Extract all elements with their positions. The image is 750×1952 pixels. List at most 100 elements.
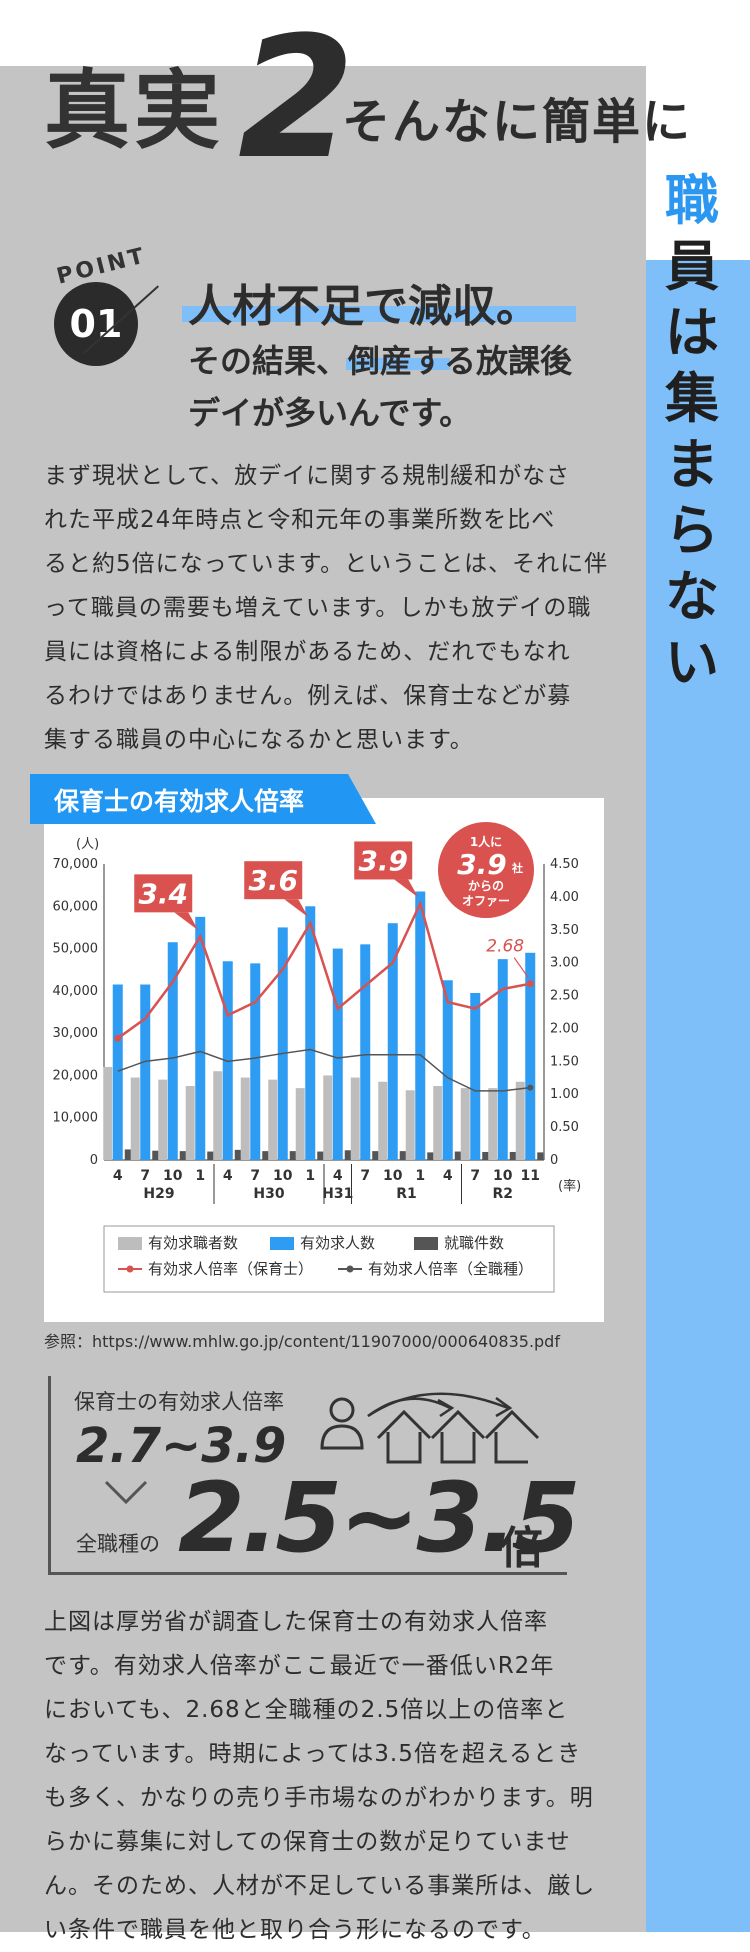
x-tick-label: 1 xyxy=(195,1168,205,1184)
bar-0 xyxy=(130,1077,140,1160)
bar-0 xyxy=(350,1077,360,1160)
x-tick-label: 4 xyxy=(443,1168,453,1184)
bar-2 xyxy=(399,1151,406,1160)
vertical-char: な xyxy=(665,565,719,628)
chart-card: (人) (率) 0 10,000 20,000 30,000 40,000 50,000 60,… xyxy=(44,798,604,1322)
callout-label: 3.9 xyxy=(358,844,408,877)
x-tick-label: 4 xyxy=(113,1168,123,1184)
legend-label: 有効求人倍率（全職種） xyxy=(368,1260,533,1278)
bar-2 xyxy=(482,1151,489,1160)
paragraph-line: らかに募集に対しての保育士の数が足りていませ xyxy=(44,1829,571,1855)
bar-2 xyxy=(537,1152,544,1160)
point-subline-2: デイが多いんです。 xyxy=(188,394,472,432)
vertical-char: 員 xyxy=(665,235,719,298)
vertical-char: 集 xyxy=(665,367,719,430)
right-tick-label: 4.50 xyxy=(550,857,579,872)
badge-line2: からの xyxy=(468,879,504,893)
series-line-1 xyxy=(117,1048,531,1092)
paragraph-line: い条件で職員を他と取り合う形になるのです。 xyxy=(44,1917,546,1943)
callout-pointer xyxy=(284,899,309,918)
x-group-label: H29 xyxy=(143,1186,174,1202)
right-axis-unit: (率) xyxy=(558,1178,581,1194)
callout-label: 3.6 xyxy=(248,864,298,897)
legend-swatch-dot xyxy=(346,1265,354,1273)
bar-2 xyxy=(124,1149,131,1160)
bar-1 xyxy=(332,948,343,1160)
paragraph-line: においても、2.68と全職種の2.5倍以上の倍率と xyxy=(44,1697,569,1723)
x-tick-label: 7 xyxy=(360,1168,370,1184)
bar-0 xyxy=(323,1075,333,1160)
x-group-label: H30 xyxy=(253,1186,284,1202)
x-tick-label: 11 xyxy=(521,1168,540,1184)
callout-label: 3.4 xyxy=(138,877,188,910)
bar-2 xyxy=(262,1151,269,1160)
legend-swatch xyxy=(118,1237,142,1250)
bar-0 xyxy=(185,1086,195,1160)
callout-box xyxy=(244,861,303,900)
summary-label-nursery: 保育士の有効求人倍率 xyxy=(74,1390,284,1414)
summary-range-all: 2.5~3.5 xyxy=(178,1462,581,1574)
bar-0 xyxy=(405,1090,415,1160)
bar-2 xyxy=(207,1151,214,1160)
paragraph-line: ると約5倍になっています。ということは、それに伴 xyxy=(44,551,609,577)
bar-2 xyxy=(454,1151,461,1160)
bar-1 xyxy=(360,944,371,1160)
header-number: 2 xyxy=(238,0,355,196)
bar-1 xyxy=(415,891,426,1160)
bar-1 xyxy=(140,984,151,1160)
bar-1 xyxy=(387,923,398,1160)
bar-2 xyxy=(344,1150,351,1160)
right-tick-label: 3.50 xyxy=(550,923,579,938)
legend-label: 有効求人数 xyxy=(300,1234,375,1252)
paragraph-line: 員には資格による制限があるため、だれでもなれ xyxy=(44,639,571,665)
x-tick-label: 10 xyxy=(383,1168,403,1184)
left-tick-label: 60,000 xyxy=(53,899,99,914)
x-group-label: R1 xyxy=(396,1186,417,1202)
bar-1 xyxy=(195,916,206,1160)
bar-0 xyxy=(103,1066,113,1160)
legend-swatch xyxy=(414,1237,438,1250)
bar-2 xyxy=(427,1152,434,1160)
point-subline-1: その結果、倒産する放課後 xyxy=(188,342,573,380)
badge-line3: オファー xyxy=(462,894,510,908)
vertical-char: ら xyxy=(665,499,719,562)
bar-1 xyxy=(305,906,316,1160)
paragraph-line: るわけではありません。例えば、保育士などが募 xyxy=(44,683,572,709)
legend-swatch xyxy=(270,1237,294,1250)
x-tick-label: 10 xyxy=(163,1168,183,1184)
x-tick-label: 7 xyxy=(250,1168,260,1184)
bar-1 xyxy=(497,959,508,1160)
reference-link[interactable]: 参照：https://www.mhlw.go.jp/content/119070… xyxy=(44,1332,560,1351)
bar-0 xyxy=(213,1071,223,1160)
x-tick-label: 1 xyxy=(305,1168,315,1184)
end-value-label: 2.68 xyxy=(486,937,524,957)
blue-column xyxy=(646,260,750,1932)
x-tick-label: 4 xyxy=(223,1168,233,1184)
vertical-char: 職 xyxy=(665,169,719,232)
right-tick-label: 0.50 xyxy=(550,1120,579,1135)
vertical-char: は xyxy=(665,301,719,364)
chart-tab xyxy=(30,774,376,824)
bar-1 xyxy=(442,980,453,1160)
legend-label: 有効求人倍率（保育士） xyxy=(148,1260,313,1278)
paragraph-line: 上図は厚労省が調査した保育士の有効求人倍率 xyxy=(44,1609,548,1635)
bar-0 xyxy=(158,1079,168,1160)
bar-0 xyxy=(240,1077,250,1160)
x-group-label: H31 xyxy=(322,1186,353,1202)
bar-0 xyxy=(268,1079,278,1160)
left-tick-label: 20,000 xyxy=(53,1068,99,1083)
bar-1 xyxy=(277,927,288,1160)
summary-box xyxy=(48,1376,567,1575)
paragraph-line: ん。そのため、人材が不足している事業所は、厳し xyxy=(44,1873,596,1899)
vertical-char: ま xyxy=(665,433,719,496)
left-axis-unit: (人) xyxy=(76,837,99,852)
paragraph-line: も多く、かなりの売り手市場なのがわかります。明 xyxy=(44,1785,594,1811)
x-tick-label: 4 xyxy=(333,1168,343,1184)
callout-box xyxy=(354,841,413,880)
paragraph-line: って職員の需要も増えています。しかも放デイの職 xyxy=(44,595,592,621)
legend-label: 就職件数 xyxy=(444,1234,504,1252)
callout-box xyxy=(134,874,193,913)
left-tick-label: 30,000 xyxy=(53,1026,99,1041)
paragraph-line: なっています。時期によっては3.5倍を超えるとき xyxy=(44,1741,582,1767)
right-tick-label: 0 xyxy=(550,1153,558,1168)
